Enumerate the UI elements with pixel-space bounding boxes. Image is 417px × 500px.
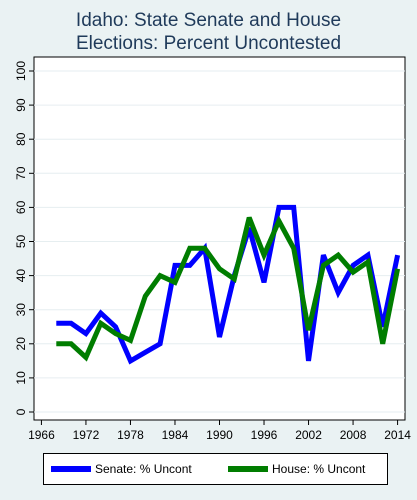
series-line-senate (56, 204, 401, 365)
x-tick-label: 1966 (28, 428, 55, 442)
y-tick-label: 50 (14, 235, 28, 249)
y-tick-label: 60 (14, 200, 28, 214)
series-line-house (56, 215, 401, 362)
legend-label-senate: Senate: % Uncont (95, 462, 192, 476)
chart-title-line-1: Idaho: State Senate and House (75, 10, 342, 31)
legend-item-senate: Senate: % Uncont (51, 454, 192, 484)
plot-area (33, 56, 406, 421)
legend-swatch-house (228, 466, 268, 472)
x-tick-label: 2014 (384, 428, 411, 442)
chart-title-line-2: Elections: Percent Uncontested (75, 33, 342, 54)
y-tick-label: 30 (14, 303, 28, 317)
x-tick-label: 1972 (73, 428, 100, 442)
y-tick-label: 80 (14, 132, 28, 146)
y-tick-label: 70 (14, 166, 28, 180)
x-tick-label: 1996 (251, 428, 278, 442)
chart-legend: Senate: % Uncont House: % Uncont (43, 453, 388, 485)
x-tick-label: 1990 (206, 428, 233, 442)
legend-swatch-senate (51, 466, 91, 472)
x-tick-label: 1978 (117, 428, 144, 442)
y-tick-label: 40 (14, 269, 28, 283)
y-tick-label: 90 (14, 98, 28, 112)
x-tick-label: 1984 (162, 428, 189, 442)
y-tick-label: 20 (14, 337, 28, 351)
x-tick-label: 2002 (295, 428, 322, 442)
y-tick-label: 100 (14, 61, 28, 81)
legend-label-house: House: % Uncont (272, 462, 366, 476)
legend-item-house: House: % Uncont (228, 454, 365, 484)
y-tick-label: 10 (14, 371, 28, 385)
y-tick-label: 0 (14, 408, 28, 415)
x-tick-label: 2008 (340, 428, 367, 442)
